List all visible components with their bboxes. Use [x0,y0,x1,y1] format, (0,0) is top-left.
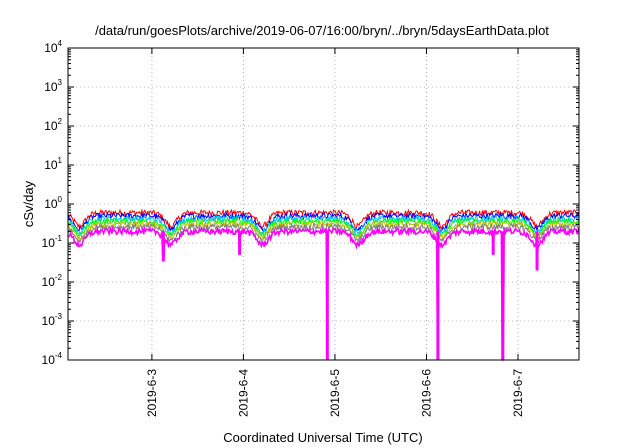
y-tick-exponent: 0 [58,195,63,204]
y-tick-base: 10 [44,119,58,133]
y-tick-exponent: -4 [55,351,63,360]
y-tick-base: 10 [42,236,56,250]
x-tick-label: 2019-6-3 [145,369,159,417]
y-axis-title: cSv/day [21,180,36,227]
series-group [67,208,580,361]
y-tick-exponent: 3 [58,78,63,87]
x-axis-title: Coordinated Universal Time (UTC) [223,430,422,445]
series-line [67,222,580,245]
y-tick-base: 10 [44,158,58,172]
series-line [67,208,580,231]
x-tick-label: 2019-6-6 [419,369,433,417]
series-line [67,214,580,237]
y-tick-label: 104 [44,39,62,55]
x-tick-label: 2019-6-5 [328,369,342,417]
y-tick-label: 101 [44,156,62,172]
y-tick-exponent: 1 [58,156,63,165]
y-tick-label: 10-2 [42,273,63,289]
y-tick-base: 10 [44,197,58,211]
y-tick-label: 100 [44,195,62,211]
y-tick-exponent: -2 [55,273,63,282]
chart-title: /data/run/goesPlots/archive/2019-06-07/1… [95,23,549,38]
y-tick-base: 10 [44,41,58,55]
y-tick-base: 10 [42,275,56,289]
y-tick-base: 10 [44,80,58,94]
y-tick-base: 10 [42,314,56,328]
y-tick-label: 10-4 [42,351,63,367]
y-tick-label: 10-1 [42,234,63,250]
y-tick-exponent: 4 [58,39,63,48]
x-tick-label: 2019-6-7 [511,369,525,417]
y-tick-base: 10 [42,353,56,367]
y-tick-exponent: -3 [55,312,63,321]
y-tick-label: 10-3 [42,312,63,328]
y-tick-label: 102 [44,117,62,133]
y-tick-exponent: 2 [58,117,63,126]
y-tick-label: 103 [44,78,62,94]
grid [68,47,579,361]
y-tick-exponent: -1 [55,234,63,243]
x-tick-label: 2019-6-4 [236,369,250,417]
